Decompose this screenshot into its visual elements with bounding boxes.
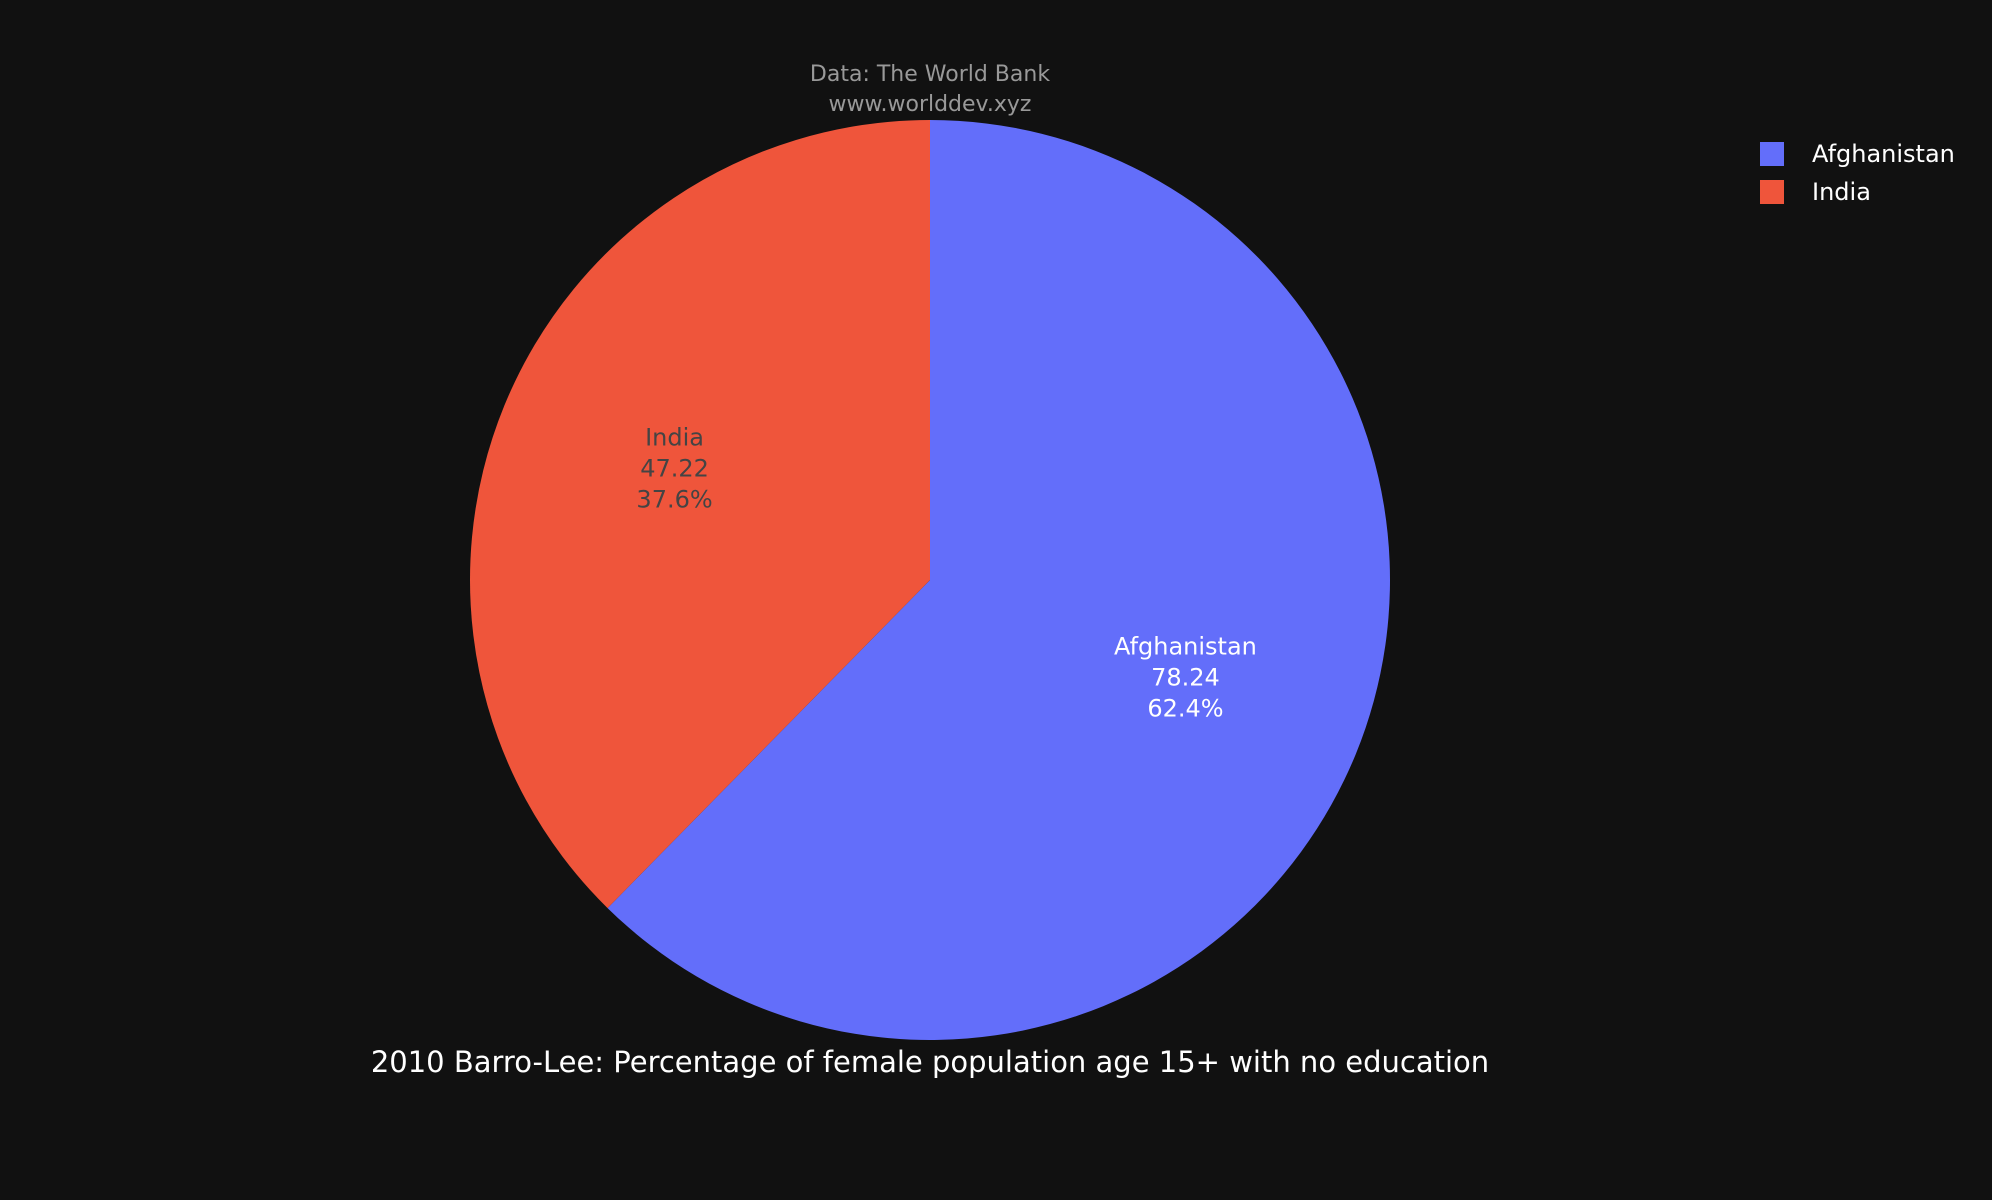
legend-label-india: India [1812,178,1871,206]
pie-label-value-india: 47.22 [640,454,709,482]
pie-label-value-afghanistan: 78.24 [1151,664,1220,692]
pie-label-percent-afghanistan: 62.4% [1147,695,1223,723]
pie-slice-afghanistan[interactable] [607,120,1391,1040]
pie-label-percent-india: 37.6% [636,485,712,513]
legend-item-india[interactable]: India [1760,173,1955,211]
chart-legend: Afghanistan India [1760,135,1955,211]
legend-item-afghanistan[interactable]: Afghanistan [1760,135,1955,173]
legend-label-afghanistan: Afghanistan [1812,140,1955,168]
legend-swatch-india [1760,180,1784,204]
pie-label-name-afghanistan: Afghanistan [1114,633,1257,661]
chart-title: 2010 Barro-Lee: Percentage of female pop… [371,1045,1489,1079]
chart-source-line1: Data: The World Bank [810,62,1050,87]
pie-label-name-india: India [645,423,704,451]
legend-swatch-afghanistan [1760,142,1784,166]
chart-source-line2: www.worlddev.xyz [829,92,1032,117]
pie-slice-india[interactable] [470,120,930,909]
